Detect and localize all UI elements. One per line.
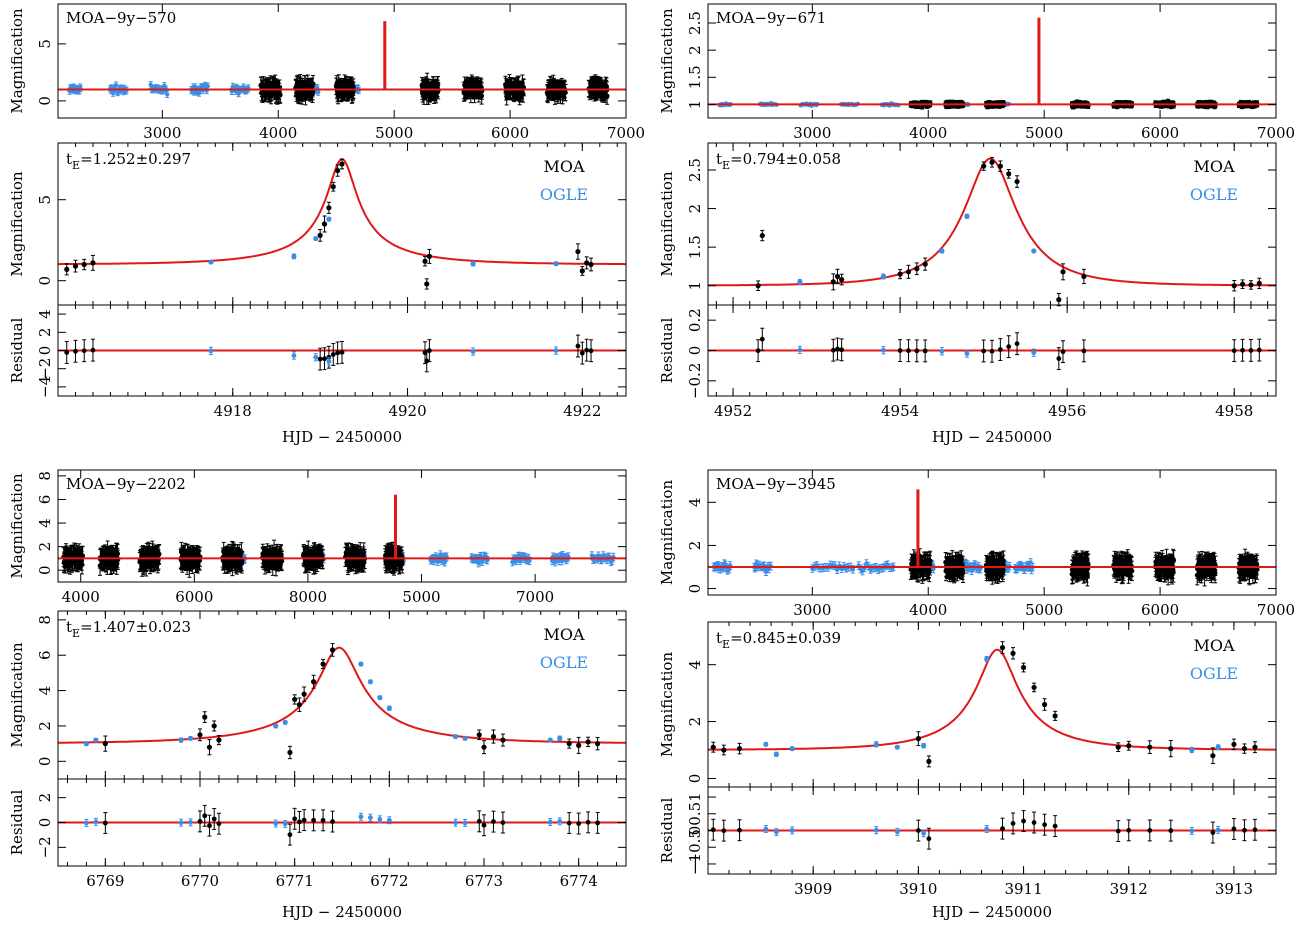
y-axis-title: Residual xyxy=(8,317,26,383)
data-point xyxy=(579,350,585,356)
data-point xyxy=(339,161,345,167)
data-point xyxy=(64,266,70,272)
x-tick-label: 6000 xyxy=(491,124,529,142)
legend-ogle: OGLE xyxy=(540,185,588,204)
data-point xyxy=(81,348,87,354)
detail-panel xyxy=(58,157,626,290)
data-point xyxy=(164,92,170,97)
x-tick-label: 4920 xyxy=(388,402,426,420)
data-point xyxy=(339,349,345,355)
data-point xyxy=(113,82,119,88)
data-point xyxy=(422,258,428,264)
data-point xyxy=(64,350,70,355)
data-point xyxy=(575,343,581,349)
data-point xyxy=(317,232,323,238)
data-point xyxy=(326,205,332,211)
data-point xyxy=(588,261,594,268)
data-point xyxy=(322,356,327,362)
te-subscript: E xyxy=(72,159,80,172)
data-point xyxy=(604,93,610,99)
data-point xyxy=(330,184,336,190)
data-point xyxy=(321,221,328,227)
y-axis-title: Magnification xyxy=(8,171,26,277)
te-symbol: t xyxy=(66,150,72,168)
data-point xyxy=(424,358,430,364)
x-tick-label: 5000 xyxy=(375,124,413,142)
y-tick-label: 5 xyxy=(36,195,54,205)
data-point xyxy=(335,350,341,356)
data-point xyxy=(315,89,321,95)
event-name-label: MOA−9y−570 xyxy=(66,9,176,27)
x-tick-label: 3000 xyxy=(143,124,181,142)
data-point xyxy=(208,259,214,265)
data-point xyxy=(422,350,428,356)
data-point xyxy=(310,81,316,87)
data-point xyxy=(205,83,210,89)
data-point xyxy=(584,347,590,353)
data-point xyxy=(584,260,590,266)
data-point xyxy=(72,263,79,269)
data-point xyxy=(313,354,319,360)
data-point xyxy=(335,167,341,174)
data-point xyxy=(470,261,476,267)
overview-data xyxy=(708,17,1276,110)
overview-frame xyxy=(57,3,627,119)
x-tick-label: 7000 xyxy=(607,124,645,142)
data-point xyxy=(313,235,319,242)
data-point xyxy=(563,90,568,96)
data-point xyxy=(330,352,336,357)
data-point xyxy=(579,268,585,274)
data-point xyxy=(291,353,297,358)
residual-panel xyxy=(58,334,626,373)
data-point xyxy=(277,92,283,98)
data-point xyxy=(326,358,332,364)
data-point xyxy=(291,253,297,259)
overview-data xyxy=(58,21,626,106)
data-point xyxy=(426,348,432,354)
x-tick-label: 4918 xyxy=(214,402,252,420)
data-point xyxy=(90,347,96,353)
data-point xyxy=(90,260,96,266)
y-tick-label: −4 xyxy=(36,376,54,398)
overview-panel xyxy=(708,17,1276,110)
data-point xyxy=(81,261,87,268)
data-point xyxy=(575,248,581,255)
data-point xyxy=(553,261,559,267)
y-tick-label: −2 xyxy=(36,358,54,380)
data-point xyxy=(588,348,594,354)
data-point xyxy=(470,349,476,354)
y-tick-label: 0 xyxy=(36,346,54,356)
y-tick-label: 5 xyxy=(36,39,54,49)
y-tick-label: 2 xyxy=(36,328,54,338)
minor-ticks xyxy=(74,305,618,396)
overview-panel xyxy=(58,21,626,106)
legend-moa: MOA xyxy=(543,157,585,176)
x-axis-title: HJD − 2450000 xyxy=(282,428,402,446)
x-tick-label: 4922 xyxy=(563,402,601,420)
data-point xyxy=(208,348,214,354)
data-point xyxy=(426,253,432,259)
y-tick-label: 4 xyxy=(36,309,54,319)
x-tick-label: 4000 xyxy=(259,124,297,142)
y-axis-title: Magnification xyxy=(8,8,26,114)
model-curve xyxy=(58,157,626,266)
y-tick-label: 0 xyxy=(36,276,54,286)
y-tick-label: 0 xyxy=(36,96,54,106)
data-point xyxy=(73,348,78,354)
data-point xyxy=(553,348,559,353)
data-point xyxy=(424,281,430,287)
data-point xyxy=(317,356,323,362)
data-point xyxy=(326,354,332,360)
te-value: =1.252±0.297 xyxy=(80,150,191,168)
te-label: tE=1.252±0.297 xyxy=(66,150,191,172)
data-point xyxy=(326,216,332,222)
